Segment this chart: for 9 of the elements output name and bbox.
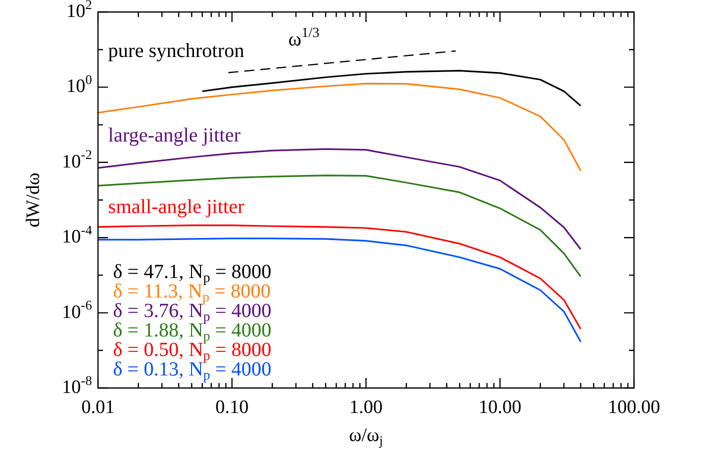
x-tick-label: 0.01 xyxy=(81,396,115,418)
y-axis-title: dW/dω xyxy=(22,172,44,228)
annotation: large-angle jitter xyxy=(108,124,241,146)
x-tick-label: 1.00 xyxy=(349,396,383,418)
annotation: small-angle jitter xyxy=(108,196,245,218)
x-tick-label: 0.10 xyxy=(215,396,249,418)
x-tick-label: 10.00 xyxy=(478,396,522,418)
annotation: pure synchrotron xyxy=(108,40,244,62)
x-tick-label: 100.00 xyxy=(608,396,660,418)
